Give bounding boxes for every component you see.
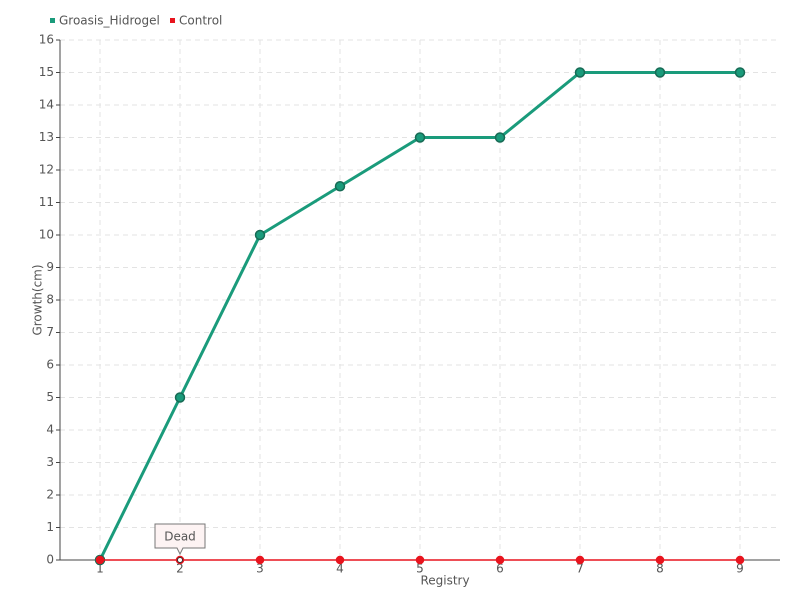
- y-tick-label: 1: [46, 520, 54, 534]
- y-tick-label: 4: [46, 423, 54, 437]
- x-tick-label: 2: [176, 562, 184, 576]
- y-tick-label: 3: [46, 455, 54, 469]
- y-tick-label: 5: [46, 390, 54, 404]
- x-tick-label: 7: [576, 562, 584, 576]
- y-tick-label: 10: [39, 228, 54, 242]
- legend-swatch: [170, 18, 175, 23]
- x-tick-label: 6: [496, 562, 504, 576]
- y-tick-label: 7: [46, 325, 54, 339]
- annotation: Dead: [154, 523, 206, 563]
- data-point: [414, 132, 426, 143]
- data-point: [174, 392, 186, 403]
- y-tick-label: 12: [39, 163, 54, 177]
- data-point: [575, 555, 585, 565]
- annotation-box: [154, 523, 206, 556]
- y-tick-label: 0: [46, 553, 54, 567]
- x-axis-label: Registry: [420, 574, 469, 588]
- data-point: [494, 132, 506, 143]
- y-tick-label: 15: [39, 65, 54, 79]
- y-tick-label: 16: [39, 33, 54, 47]
- legend-swatch: [50, 18, 55, 23]
- data-point: [574, 67, 586, 78]
- y-axis-label: Growth(cm): [31, 264, 45, 335]
- series-line: [98, 71, 740, 561]
- y-tick-label: 14: [39, 98, 54, 112]
- annotation-marker: [177, 557, 183, 563]
- annotation-text: Dead: [164, 530, 196, 544]
- data-point: [735, 555, 745, 565]
- y-tick-label: 9: [46, 260, 54, 274]
- data-point: [254, 229, 266, 241]
- x-tick-label: 1: [96, 562, 104, 576]
- data-point: [255, 555, 265, 565]
- data-point: [495, 555, 505, 565]
- y-tick-label: 13: [39, 130, 54, 144]
- data-point: [655, 555, 665, 565]
- legend-label: Control: [179, 14, 222, 28]
- x-tick-label: 9: [736, 562, 744, 576]
- data-point: [415, 555, 425, 565]
- y-tick-label: 2: [46, 488, 54, 502]
- x-tick-label: 8: [656, 562, 664, 576]
- y-tick-label: 6: [46, 358, 54, 372]
- y-tick-label: 8: [46, 293, 54, 307]
- data-point: [734, 67, 746, 78]
- legend-label: Groasis_Hidrogel: [59, 14, 160, 28]
- y-tick-label: 11: [39, 195, 54, 209]
- x-tick-label: 5: [416, 562, 424, 576]
- x-tick-label: 4: [336, 562, 344, 576]
- x-tick-label: 3: [256, 562, 264, 576]
- data-point: [334, 181, 346, 192]
- data-point: [95, 555, 105, 565]
- data-point: [335, 555, 345, 565]
- data-point: [654, 67, 666, 78]
